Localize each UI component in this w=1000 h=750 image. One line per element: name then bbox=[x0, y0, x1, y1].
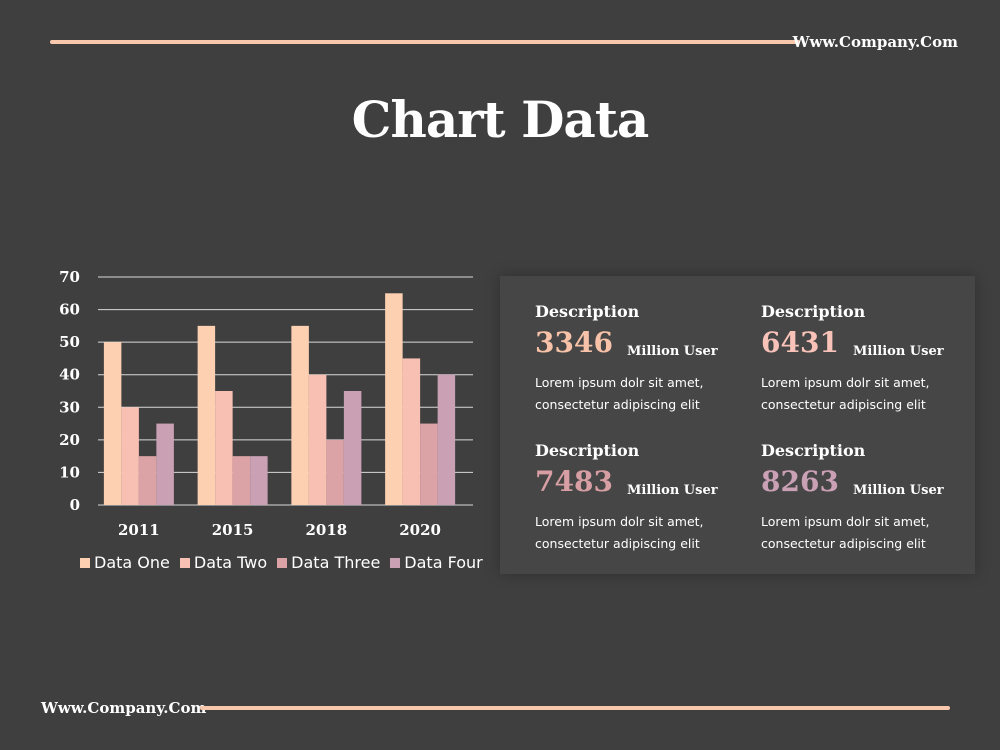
bar bbox=[138, 456, 157, 505]
legend-swatch bbox=[390, 557, 401, 568]
bar bbox=[343, 391, 362, 505]
stat-unit: Million User bbox=[627, 344, 718, 359]
y-tick-label: 20 bbox=[59, 431, 80, 449]
bar bbox=[232, 456, 251, 505]
stat-description-line: consectetur adipiscing elit bbox=[761, 397, 926, 412]
footer-company-url: Www.Company.Com bbox=[41, 699, 207, 717]
stat-card: Description 3346 Million User Lorem ipsu… bbox=[535, 302, 750, 422]
stat-label: Description bbox=[761, 441, 866, 460]
legend-label: Data Four bbox=[404, 553, 483, 572]
legend-label: Data Two bbox=[193, 553, 268, 572]
bar bbox=[250, 456, 268, 505]
stat-card: Description 6431 Million User Lorem ipsu… bbox=[761, 302, 976, 422]
stat-unit: Million User bbox=[627, 483, 718, 498]
stat-label: Description bbox=[535, 441, 640, 460]
legend-label: Data One bbox=[94, 553, 170, 572]
stat-description-line: consectetur adipiscing elit bbox=[535, 397, 700, 412]
stat-unit: Million User bbox=[853, 344, 944, 359]
legend-item: Data One bbox=[80, 553, 170, 572]
x-tick-label: 2015 bbox=[212, 521, 254, 539]
bottom-divider-line bbox=[200, 706, 950, 710]
stat-description: Lorem ipsum dolr sit amet, consectetur a… bbox=[761, 372, 971, 416]
header-company-url: Www.Company.Com bbox=[792, 33, 958, 51]
y-tick-label: 40 bbox=[59, 366, 80, 384]
x-tick-label: 2011 bbox=[118, 521, 160, 539]
bar bbox=[420, 423, 438, 505]
stat-value: 3346 bbox=[535, 326, 613, 359]
y-tick-label: 50 bbox=[59, 333, 80, 351]
bar bbox=[402, 358, 421, 505]
bar-chart: 0 10 20 30 40 50 60 70 2011 2015 2018 2020 bbox=[59, 268, 473, 539]
stat-description-line: consectetur adipiscing elit bbox=[761, 536, 926, 551]
stat-description: Lorem ipsum dolr sit amet, consectetur a… bbox=[535, 372, 745, 416]
stat-label: Description bbox=[761, 302, 866, 321]
legend-label: Data Three bbox=[291, 553, 381, 572]
bar bbox=[385, 293, 403, 505]
page-title: Chart Data bbox=[351, 90, 650, 149]
stat-value: 8263 bbox=[761, 465, 839, 498]
legend-swatch bbox=[80, 557, 90, 568]
legend-item: Data Four bbox=[390, 553, 483, 572]
info-panel: Description 3346 Million User Lorem ipsu… bbox=[500, 276, 975, 574]
legend-swatch bbox=[277, 557, 288, 568]
legend-item: Data Three bbox=[277, 553, 380, 572]
stat-description: Lorem ipsum dolr sit amet, consectetur a… bbox=[535, 511, 745, 555]
legend-swatch bbox=[179, 557, 190, 568]
stat-description-line: consectetur adipiscing elit bbox=[535, 536, 700, 551]
y-tick-label: 0 bbox=[70, 496, 80, 514]
bar bbox=[156, 423, 174, 505]
stat-label: Description bbox=[535, 302, 640, 321]
stat-unit: Million User bbox=[853, 483, 944, 498]
stat-card: Description 7483 Million User Lorem ipsu… bbox=[535, 441, 750, 561]
stat-description: Lorem ipsum dolr sit amet, consectetur a… bbox=[761, 511, 971, 555]
bar bbox=[215, 391, 233, 505]
bar bbox=[197, 325, 216, 505]
y-tick-label: 10 bbox=[59, 463, 80, 481]
y-tick-label: 30 bbox=[59, 398, 80, 416]
bar bbox=[437, 374, 456, 505]
bar bbox=[308, 374, 327, 505]
top-divider-line bbox=[50, 40, 800, 44]
stat-description-line: Lorem ipsum dolr sit amet, bbox=[535, 375, 704, 390]
x-tick-label: 2020 bbox=[399, 521, 441, 539]
stat-value: 6431 bbox=[761, 326, 839, 359]
stat-description-line: Lorem ipsum dolr sit amet, bbox=[761, 375, 930, 390]
bar bbox=[291, 325, 309, 505]
chart-legend: Data One Data Two Data Three Data Four bbox=[80, 553, 483, 572]
stat-card: Description 8263 Million User Lorem ipsu… bbox=[761, 441, 976, 561]
x-tick-label: 2018 bbox=[306, 521, 348, 539]
stat-value: 7483 bbox=[535, 465, 613, 498]
bar bbox=[121, 407, 139, 505]
stat-description-line: Lorem ipsum dolr sit amet, bbox=[535, 514, 704, 529]
stat-description-line: Lorem ipsum dolr sit amet, bbox=[761, 514, 930, 529]
y-tick-label: 70 bbox=[59, 268, 80, 286]
y-tick-label: 60 bbox=[59, 301, 80, 319]
bar bbox=[326, 439, 344, 505]
bar bbox=[103, 342, 122, 505]
legend-item: Data Two bbox=[179, 553, 268, 572]
